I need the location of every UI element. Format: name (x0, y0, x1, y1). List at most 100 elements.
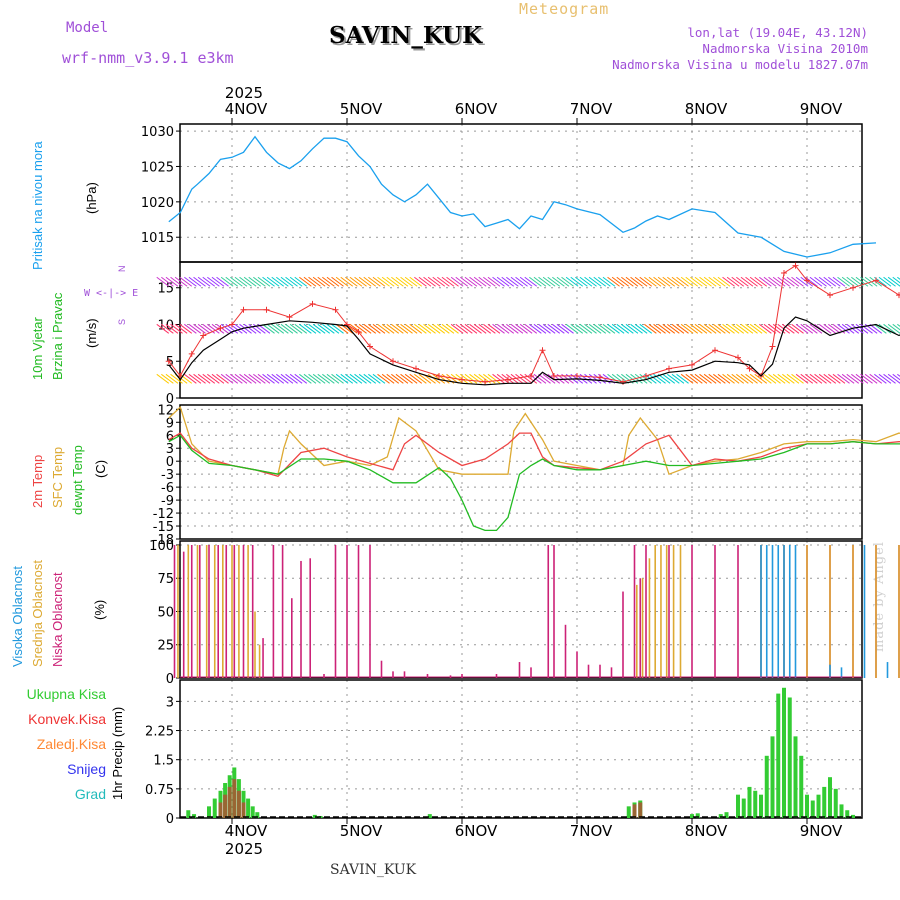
wind-barb (253, 276, 266, 287)
precip-conv-bar (236, 790, 241, 818)
wind-barb (874, 323, 887, 334)
wind-barb (575, 276, 588, 287)
wind-gust-marker (309, 300, 316, 307)
wind-barb (538, 323, 551, 334)
wind-barb (763, 323, 777, 334)
wind-barb (713, 276, 726, 287)
wind-barb (248, 373, 262, 384)
wind-barb (455, 323, 469, 334)
wind-barb (694, 276, 708, 287)
wind-barb (759, 276, 772, 287)
wind-barb (690, 373, 703, 384)
wind-barb (193, 373, 206, 384)
wind-barb (685, 323, 699, 334)
wind-barb (897, 276, 900, 280)
wind-barb (547, 276, 561, 287)
wind-barb (699, 276, 712, 287)
wind-barb (754, 323, 768, 334)
wind-barb (754, 276, 768, 287)
wind-gust-marker (850, 284, 856, 291)
wind-barb (197, 323, 211, 334)
wind-barb (253, 373, 266, 384)
wind-barb (312, 373, 326, 384)
wind-gust-marker (240, 306, 247, 313)
wind-barb (492, 323, 505, 334)
wind-barb (519, 276, 533, 287)
wind-barb (414, 373, 427, 384)
wind-barb (607, 373, 620, 384)
y-tick-label: 1020 (141, 196, 174, 211)
y-tick-label: 3 (166, 695, 174, 710)
wind-barb (207, 373, 220, 384)
wind-barb (795, 373, 809, 384)
wind-barb (381, 276, 395, 287)
precip-total-bar (626, 806, 631, 818)
wind-barb (671, 373, 685, 384)
wind-barb (823, 323, 837, 334)
wind-barb (271, 323, 285, 334)
wind-barb (184, 373, 197, 384)
wind-barb (736, 373, 749, 384)
wind-gust-marker (165, 358, 172, 365)
wind-barb (506, 323, 519, 334)
wind-barb (694, 373, 708, 384)
precip-total-bar (724, 812, 729, 818)
wind-gust-marker (436, 372, 442, 379)
wind-gust-marker (528, 372, 534, 379)
wind-barb (887, 373, 900, 384)
precip-conv-bar (241, 802, 246, 818)
footer-station: SAVIN_KUK (330, 862, 417, 878)
y-tick-label: 75 (157, 572, 174, 587)
wind-barb (446, 276, 459, 287)
wind-barb (418, 373, 432, 384)
wind-barb (174, 323, 188, 334)
wind-barb (593, 276, 607, 287)
wind-barb (883, 276, 896, 287)
wind-gust-marker (620, 378, 626, 385)
wind-barb (322, 323, 335, 334)
wind-barb (285, 323, 298, 334)
wind-barb (713, 323, 726, 334)
y-tick-label: -9 (161, 494, 174, 509)
bottom-date-axis: 4NOV 5NOV 6NOV 7NOV 8NOV 9NOV 2025 (225, 818, 843, 858)
y-tick-label: 12 (157, 403, 174, 418)
y-tick-label: -12 (153, 507, 174, 522)
y-tick-label: 1.5 (153, 754, 174, 769)
wind-gust-marker (200, 332, 207, 339)
wind-barb (809, 276, 823, 287)
y-tick-label: 0 (166, 455, 174, 470)
wind-barb (892, 323, 900, 331)
wind-barb (409, 373, 423, 384)
wind-gust-marker (666, 365, 672, 372)
wind-gust-marker (689, 361, 695, 368)
wind-barb (786, 276, 800, 287)
wind-barb (308, 276, 321, 287)
wind-barb (768, 373, 781, 384)
wind-barb (795, 323, 809, 334)
wind-barb (276, 373, 289, 384)
wind-barb (538, 373, 551, 384)
wind-barb (473, 276, 487, 287)
wind-barb (533, 373, 547, 384)
wind-barb (193, 276, 206, 287)
bottom-day-label: 6NOV (455, 822, 498, 840)
wind-barb (294, 373, 308, 384)
wind-barb (280, 276, 294, 287)
y-tick-label: 10 (157, 318, 174, 333)
wind-barb (262, 323, 275, 334)
legend-hail: Grad (74, 786, 106, 802)
wind-barb (653, 323, 666, 334)
wind-barb (184, 276, 197, 287)
wind-barb (230, 373, 243, 384)
wind-barb (243, 323, 257, 334)
wind-barb (446, 323, 459, 334)
wind-barb (386, 373, 400, 384)
wind-gust-marker (574, 372, 580, 379)
wind-barb (464, 276, 478, 287)
wind-barb (368, 373, 381, 384)
precip-total-bar (793, 736, 798, 818)
wind-barb (708, 373, 722, 384)
wind-barb (156, 276, 170, 287)
precip-total-bar (753, 790, 758, 818)
